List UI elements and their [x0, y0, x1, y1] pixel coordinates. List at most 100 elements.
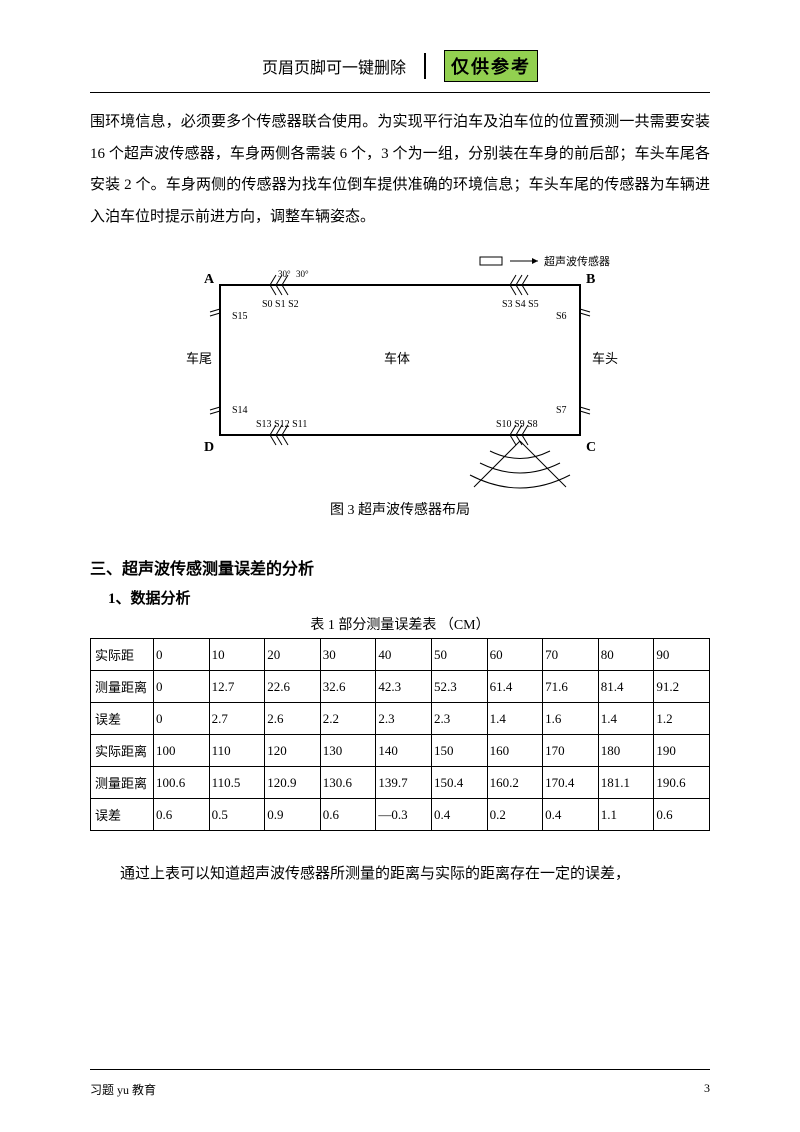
table-cell: 1.4: [487, 703, 543, 735]
table-cell: 1.1: [598, 799, 654, 831]
table-cell: 130: [320, 735, 376, 767]
rear-label: 车尾: [186, 351, 212, 366]
table-cell: 0.6: [320, 799, 376, 831]
table-cell: 140: [376, 735, 432, 767]
table-cell: 0: [154, 671, 210, 703]
table-row: 实际距离100110120130140150160170180190: [91, 735, 710, 767]
corner-C: C: [586, 440, 596, 455]
row-label: 实际距离: [91, 735, 154, 767]
table-cell: 0.6: [154, 799, 210, 831]
figure-caption: 图 3 超声波传感器布局: [90, 499, 710, 519]
table-cell: 22.6: [265, 671, 321, 703]
header-title: 页眉页脚可一键删除: [262, 54, 406, 78]
table-cell: 30: [320, 639, 376, 671]
svg-text:S13 S12 S11: S13 S12 S11: [256, 419, 307, 430]
table-cell: 100: [154, 735, 210, 767]
table-cell: 81.4: [598, 671, 654, 703]
section-3-heading: 三、超声波传感测量误差的分析: [90, 555, 710, 579]
table-cell: 71.6: [543, 671, 599, 703]
table-cell: 100.6: [154, 767, 210, 799]
table-cell: 12.7: [209, 671, 265, 703]
corner-B: B: [586, 272, 595, 287]
table-cell: 160.2: [487, 767, 543, 799]
svg-text:S14: S14: [232, 405, 248, 416]
table-row: 误差02.72.62.22.32.31.41.61.41.2: [91, 703, 710, 735]
row-label: 误差: [91, 703, 154, 735]
corner-D: D: [204, 440, 214, 455]
table-cell: 70: [543, 639, 599, 671]
table-cell: 2.6: [265, 703, 321, 735]
table-cell: —0.3: [376, 799, 432, 831]
header-divider: [424, 53, 426, 79]
table-cell: 50: [431, 639, 487, 671]
table-cell: 150.4: [431, 767, 487, 799]
error-table: 实际距0102030405060708090测量距离012.722.632.64…: [90, 638, 710, 831]
svg-text:S7: S7: [556, 405, 567, 416]
table-cell: 0.5: [209, 799, 265, 831]
table-cell: 0.9: [265, 799, 321, 831]
table-cell: 120.9: [265, 767, 321, 799]
table-cell: 80: [598, 639, 654, 671]
table-cell: 170.4: [543, 767, 599, 799]
page-footer: 习题 yu 教育 3: [90, 1081, 710, 1098]
table-cell: 1.4: [598, 703, 654, 735]
svg-text:S6: S6: [556, 311, 567, 322]
sensor-layout-figure: 超声波传感器 A B C D 30° 30° S0 S1 S2 S3 S4 S5: [160, 251, 640, 491]
table-cell: 110.5: [209, 767, 265, 799]
row-label: 测量距离: [91, 767, 154, 799]
footer-rule: [90, 1069, 710, 1070]
header-badge: 仅供参考: [444, 50, 538, 82]
table-cell: 190.6: [654, 767, 710, 799]
row-label: 实际距: [91, 639, 154, 671]
table-cell: 60: [487, 639, 543, 671]
table-cell: 150: [431, 735, 487, 767]
svg-text:S0 S1 S2: S0 S1 S2: [262, 299, 299, 310]
table-cell: 0: [154, 639, 210, 671]
svg-text:S15: S15: [232, 311, 248, 322]
table-row: 实际距0102030405060708090: [91, 639, 710, 671]
table-cell: 91.2: [654, 671, 710, 703]
table-cell: 40: [376, 639, 432, 671]
paragraph-1: 围环境信息，必须要多个传感器联合使用。为实现平行泊车及泊车位的位置预测一共需要安…: [90, 107, 710, 233]
front-label: 车头: [592, 351, 618, 366]
table-cell: 32.6: [320, 671, 376, 703]
table-row: 测量距离100.6110.5120.9130.6139.7150.4160.21…: [91, 767, 710, 799]
table-cell: 190: [654, 735, 710, 767]
table-row: 测量距离012.722.632.642.352.361.471.681.491.…: [91, 671, 710, 703]
table-cell: 110: [209, 735, 265, 767]
table-cell: 120: [265, 735, 321, 767]
table-cell: 130.6: [320, 767, 376, 799]
table-cell: 2.3: [376, 703, 432, 735]
table-cell: 139.7: [376, 767, 432, 799]
header-rule: [90, 92, 710, 93]
svg-text:30°: 30°: [296, 269, 309, 279]
table-cell: 0.4: [543, 799, 599, 831]
table-cell: 20: [265, 639, 321, 671]
table-cell: 180: [598, 735, 654, 767]
table-cell: 1.6: [543, 703, 599, 735]
svg-text:S10 S9 S8: S10 S9 S8: [496, 419, 538, 430]
legend-label: 超声波传感器: [544, 254, 610, 268]
body-label: 车体: [384, 351, 410, 366]
document-page: 页眉页脚可一键删除 仅供参考 围环境信息，必须要多个传感器联合使用。为实现平行泊…: [0, 0, 800, 1132]
subsection-1-heading: 1、数据分析: [108, 587, 710, 608]
after-table-text: 通过上表可以知道超声波传感器所测量的距离与实际的距离存在一定的误差，: [90, 859, 710, 891]
row-label: 误差: [91, 799, 154, 831]
table-cell: 61.4: [487, 671, 543, 703]
table-cell: 42.3: [376, 671, 432, 703]
footer-left: 习题 yu 教育: [90, 1081, 156, 1098]
table-caption: 表 1 部分测量误差表 （CM）: [90, 614, 710, 634]
table-cell: 1.2: [654, 703, 710, 735]
table-cell: 0.2: [487, 799, 543, 831]
table-cell: 2.3: [431, 703, 487, 735]
table-cell: 160: [487, 735, 543, 767]
svg-text:S3 S4 S5: S3 S4 S5: [502, 299, 539, 310]
table-cell: 52.3: [431, 671, 487, 703]
row-label: 测量距离: [91, 671, 154, 703]
corner-A: A: [204, 272, 215, 287]
table-cell: 2.2: [320, 703, 376, 735]
table-cell: 10: [209, 639, 265, 671]
table-cell: 0.6: [654, 799, 710, 831]
table-cell: 170: [543, 735, 599, 767]
footer-page: 3: [704, 1081, 710, 1098]
